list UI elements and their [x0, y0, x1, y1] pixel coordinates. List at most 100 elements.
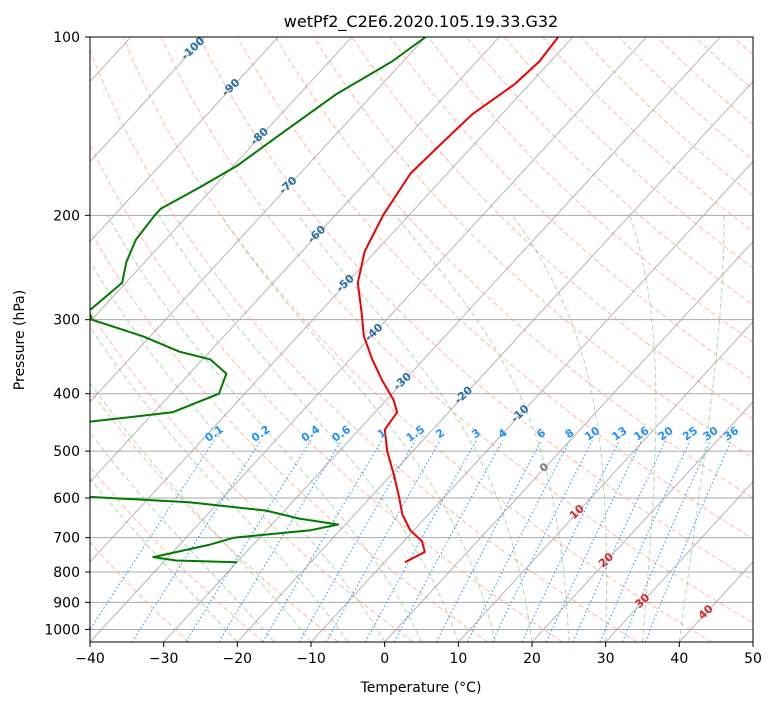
- dewpoint-profile-line: [90, 37, 427, 564]
- isotherm-line: [384, 240, 753, 642]
- dry-adiabat: [90, 311, 414, 642]
- moist-adiabat: [220, 215, 496, 642]
- dry-adiabat: [198, 37, 753, 581]
- dry-adiabat: [389, 37, 753, 381]
- moist-adiabat: [90, 477, 238, 642]
- moist-adiabat: [90, 431, 275, 642]
- moist-adiabat: [629, 215, 657, 642]
- y-axis: 100 200 300 400 500 600 700 800 900 1000: [44, 30, 90, 638]
- dry-adiabat: [427, 37, 753, 343]
- x-tick-label: 0: [380, 651, 389, 667]
- dry-adiabat: [771, 37, 775, 642]
- x-tick-label: −40: [75, 651, 105, 667]
- isotherm-line: [163, 37, 721, 642]
- x-axis-label: Temperature (°C): [360, 680, 482, 696]
- mixing-ratio-line: [521, 440, 620, 642]
- dry-adiabat: [504, 37, 753, 269]
- y-tick-label: 300: [53, 313, 80, 329]
- plot-frame: [89, 36, 754, 643]
- mixing-ratio-label: 0.4: [299, 423, 323, 445]
- x-tick-label: 20: [523, 651, 541, 667]
- mixing-ratio-label: 8: [563, 426, 577, 441]
- isotherm-line: [458, 321, 753, 642]
- isotherm-line: [237, 80, 753, 642]
- moist-adiabat: [107, 215, 422, 642]
- x-tick-label: 40: [670, 651, 688, 667]
- isotherm-line: [90, 37, 426, 403]
- moist-adiabat: [90, 382, 312, 642]
- isotherm-line: [90, 37, 500, 483]
- y-tick-label: 900: [53, 595, 80, 611]
- chart-title: wetPf2_C2E6.2020.105.19.33.G32: [284, 12, 558, 32]
- x-axis: −40 −30 −20 −10 0 10 20 30 40 50: [75, 642, 762, 667]
- dry-adiabat: [90, 465, 264, 642]
- mixing-ratio-line: [491, 440, 593, 642]
- y-tick-label: 500: [53, 444, 80, 460]
- isotherms: [0, 37, 753, 642]
- dry-adiabat: [90, 389, 339, 642]
- isotherm-line: [605, 481, 753, 642]
- dry-adiabat: [90, 48, 638, 642]
- isotherm-line: [90, 37, 574, 563]
- dry-adiabat: [160, 37, 753, 624]
- plot-area: 0.1 0.2 0.4 0.6 1 1.5 2 3 4 6 8 10 13 16 20 25 30 36-100-…: [0, 37, 775, 642]
- y-tick-label: 800: [53, 565, 80, 581]
- mixing-ratio-line: [325, 440, 441, 642]
- mixing-ratio-label: 25: [680, 424, 700, 443]
- mixing-ratio-label: 36: [721, 424, 741, 444]
- y-tick-label: 1000: [44, 622, 80, 638]
- x-tick-label: −10: [296, 651, 326, 667]
- isotherm-line: [90, 37, 205, 163]
- mixing-ratio-label: 1.5: [404, 423, 427, 445]
- isotherm-line: [90, 37, 353, 323]
- dry-adiabat: [694, 37, 753, 91]
- mixing-ratio-label: 16: [631, 424, 651, 444]
- mixing-ratio-lines: [90, 440, 732, 642]
- dry-adiabat: [122, 37, 712, 642]
- moist-adiabat: [158, 215, 459, 642]
- isotherm-line: [90, 37, 279, 243]
- x-tick-label: 50: [744, 651, 762, 667]
- mixing-ratio-line: [644, 440, 732, 642]
- grid-layer: [90, 37, 753, 630]
- mixing-ratio-label: 0.2: [249, 423, 272, 445]
- dry-adiabat: [90, 541, 190, 642]
- y-tick-label: 600: [53, 491, 80, 507]
- x-tick-label: 10: [449, 651, 467, 667]
- mixing-ratio-label: 3: [469, 426, 483, 441]
- dry-adiabat: [237, 37, 753, 540]
- x-tick-label: 30: [597, 651, 615, 667]
- mixing-ratio-label: 0.1: [202, 423, 225, 445]
- moist-adiabat: [90, 260, 386, 642]
- moist-adiabat: [298, 215, 533, 642]
- dry-adiabat: [732, 37, 753, 56]
- isotherm-line: [679, 561, 753, 642]
- moist-adiabats: [90, 214, 725, 642]
- x-tick-label: −30: [149, 651, 179, 667]
- dry-adiabats: [90, 37, 775, 642]
- dry-adiabat: [313, 37, 753, 459]
- mixing-ratio-label: 6: [534, 426, 548, 441]
- y-axis-label: Pressure (hPa): [12, 290, 28, 390]
- mixing-ratio-line: [599, 440, 691, 642]
- dry-adiabat: [465, 37, 753, 306]
- mixing-ratio-label: 13: [609, 424, 629, 443]
- dry-adiabat: [580, 37, 753, 197]
- mixing-ratio-line: [393, 440, 504, 642]
- temperature-profile-line: [356, 37, 559, 564]
- y-tick-label: 200: [53, 208, 80, 224]
- isotherm-line: [90, 37, 647, 642]
- mixing-ratio-label: 20: [656, 424, 676, 444]
- mixing-ratio-line: [435, 440, 542, 642]
- mixing-ratio-line: [467, 440, 571, 642]
- moist-adiabat: [678, 215, 725, 642]
- x-tick-label: −20: [223, 651, 253, 667]
- dry-adiabat: [90, 143, 563, 642]
- isotherm-line: [0, 37, 57, 642]
- mixing-ratio-line: [545, 440, 642, 642]
- y-tick-label: 400: [53, 387, 80, 403]
- profile-series: [90, 37, 559, 564]
- mixing-ratio-line: [298, 440, 416, 642]
- moist-adiabat: [395, 214, 570, 642]
